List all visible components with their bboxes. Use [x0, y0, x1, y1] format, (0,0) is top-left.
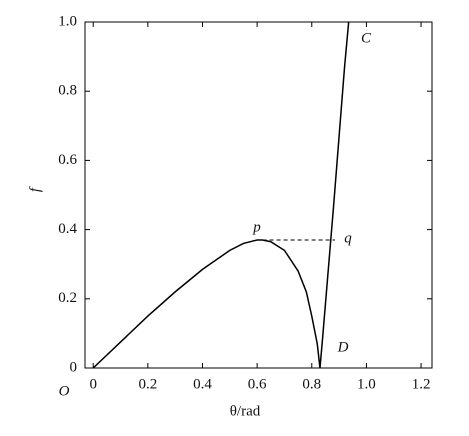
annotation: q — [344, 230, 352, 246]
y-axis-label: f — [27, 186, 43, 192]
annotation: p — [252, 219, 261, 235]
curve — [92, 21, 350, 369]
y-tick-label: 0.2 — [58, 290, 77, 306]
plot-frame — [84, 21, 433, 369]
y-tick-label: 1.0 — [58, 13, 77, 29]
x-tick-label: 1.0 — [357, 376, 376, 392]
y-tick-label: 0.8 — [58, 83, 77, 99]
annotation: D — [337, 339, 349, 355]
x-axis-label: θ/rad — [230, 403, 261, 419]
x-tick-label: 0.4 — [193, 376, 212, 392]
y-tick-label: 0.4 — [58, 221, 77, 237]
x-tick-label: 0.2 — [138, 376, 157, 392]
y-tick-label: 0.6 — [58, 152, 77, 168]
y-tick-label: 0 — [70, 359, 78, 375]
annotation: C — [361, 30, 372, 46]
x-tick-label: 0 — [89, 376, 97, 392]
x-tick-label: 0.6 — [248, 376, 267, 392]
x-tick-label: 0.8 — [302, 376, 321, 392]
x-tick-label: 1.2 — [412, 376, 431, 392]
annotation: O — [59, 383, 70, 399]
